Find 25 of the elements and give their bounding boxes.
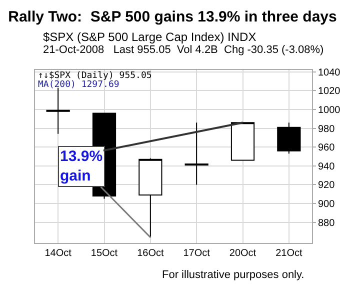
y-tick-label: 880 [318, 218, 336, 229]
y-tick-label: 1020 [318, 86, 341, 98]
x-tick-label: 16Oct [137, 248, 164, 259]
x-tick-label: 21Oct [276, 248, 302, 259]
annotation: MA(200) 1297.69 [38, 80, 120, 90]
x-tick-label: 15Oct [90, 248, 118, 259]
y-tick-label: 1000 [318, 104, 341, 116]
text: For illustrative purposes only. [162, 269, 304, 281]
annotation: ↑↓$SPX (Daily) 955.05 [38, 71, 152, 81]
x-tick-label: 20Oct [229, 248, 256, 259]
chart-title: Rally Two: S&P 500 gains 13.9% in three days [8, 8, 337, 26]
y-tick-label: 960 [318, 142, 336, 154]
y-tick-label: 900 [318, 199, 336, 210]
annotation: 13.9% gain [60, 148, 103, 184]
y-tick-label: 1040 [318, 67, 341, 78]
candlestick [46, 87, 70, 134]
y-tick-label: 920 [318, 180, 336, 192]
candlestick [277, 122, 301, 154]
x-tick-label: 17Oct [183, 248, 210, 259]
candlestick [230, 122, 255, 161]
x-tick-label: 14Oct [44, 248, 72, 259]
text: 21-Oct-2008 Last 955.05 Vol 4.2B Chg -30.35 (-3.08%) [43, 44, 324, 56]
chart-subtitle: $SPX (S&P 500 Large Cap Index) INDX [43, 30, 256, 44]
y-tick-label: 980 [318, 124, 336, 135]
y-tick-label: 940 [318, 161, 336, 172]
